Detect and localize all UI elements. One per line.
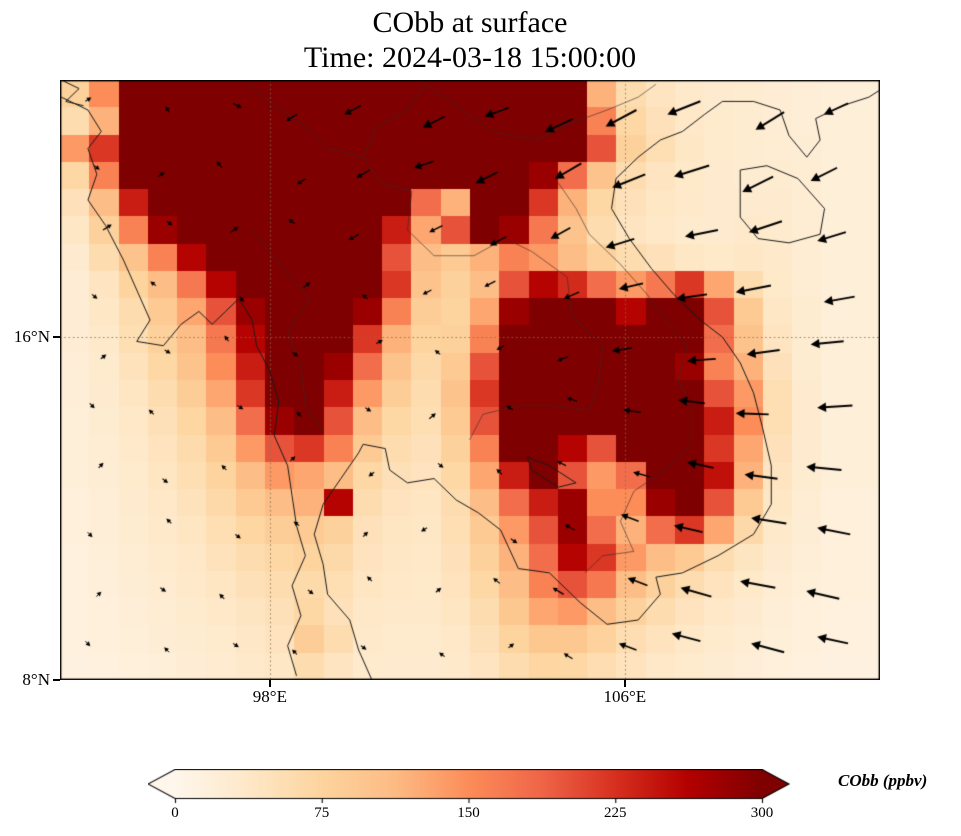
colorbar-tick-label: 225 — [604, 805, 627, 821]
colorbar-canvas — [148, 769, 808, 811]
tick-mark — [53, 679, 60, 681]
y-tick-label: 8°N — [22, 670, 50, 689]
colorbar-tick-label: 150 — [457, 805, 480, 821]
tick-mark — [53, 336, 60, 338]
chart-subtitle: Time: 2024-03-18 15:00:00 — [303, 41, 637, 74]
tick-mark — [624, 680, 626, 687]
colorbar-tick-label: 75 — [314, 805, 330, 821]
tick-mark — [269, 680, 271, 687]
x-tick-label: 98°E — [252, 687, 287, 706]
colorbar-tick-label: 0 — [171, 805, 179, 821]
y-tick-label: 16°N — [13, 327, 50, 347]
chart-title: CObb at surface — [372, 6, 568, 39]
heatmap-canvas — [60, 80, 880, 680]
map-plot — [60, 80, 880, 680]
x-tick-label: 106°E — [603, 687, 647, 706]
colorbar-tick-label: 300 — [750, 805, 774, 821]
colorbar: 0 75 150 225 300 — [148, 769, 808, 831]
colorbar-label: CObb (ppbv) — [838, 771, 928, 790]
